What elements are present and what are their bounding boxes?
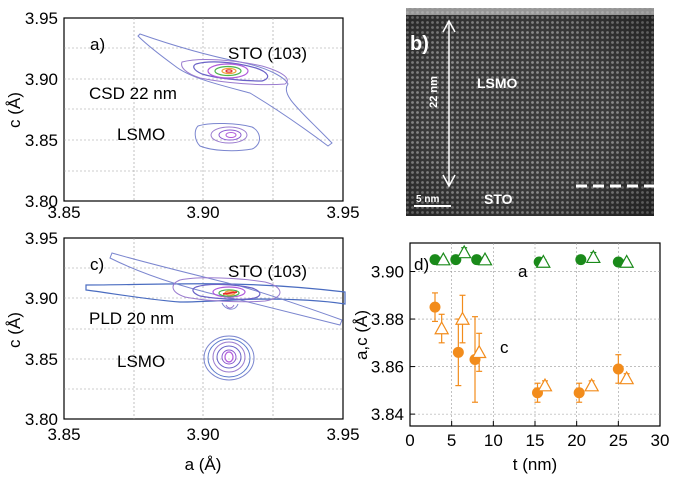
panel-a-xtick-0: 3.85 <box>47 203 80 222</box>
panel-a-lsmo-annotation: LSMO <box>117 125 165 144</box>
panel-c-sto-annotation: STO (103) <box>228 262 307 281</box>
panel-a-sto-contours <box>137 33 333 147</box>
panel-a-sto-annotation: STO (103) <box>228 44 307 63</box>
data-point-triangle <box>619 254 635 268</box>
data-point-circle <box>575 254 587 266</box>
panel-c-sto-contours <box>85 252 346 326</box>
panel-a-xtick-1: 3.90 <box>186 203 219 222</box>
data-point-circle <box>429 301 441 313</box>
thickness-label: 22 nm <box>428 76 440 108</box>
panel-c-ytick-2: 3.90 <box>25 289 58 308</box>
panel-a-label: a) <box>90 35 105 54</box>
panel-d-xtick-label: 0 <box>405 431 414 450</box>
data-point-circle <box>573 387 585 399</box>
panel-d-ytick-label: 3.84 <box>371 405 404 424</box>
panel-d-plot-area <box>409 242 661 427</box>
data-point-triangle <box>456 244 472 259</box>
panel-a-ytick-1: 3.85 <box>25 131 58 150</box>
data-point-triangle <box>619 370 635 385</box>
thickness-arrowhead-top <box>442 19 456 33</box>
panel-c: c) STO (103) PLD 20 nm LSMO 3.80 3.85 3.… <box>5 229 360 474</box>
panel-d-c-annotation: c <box>500 338 509 357</box>
tem-vignette <box>406 8 654 216</box>
substrate-label: STO <box>484 191 513 207</box>
panel-c-xlabel: a (Å) <box>185 455 222 474</box>
panel-a: a) STO (103) CSD 22 nm LSMO 3.80 3.85 3.… <box>5 9 360 222</box>
panel-d-xtick-label: 20 <box>567 431 586 450</box>
panel-a-ytick-0: 3.80 <box>25 192 58 211</box>
panel-d: 0 5 10 15 20 25 30 3.84 3.86 3.88 3.90 d) a c a,c … <box>352 242 670 474</box>
panel-d-tick-marks: 0 5 10 15 20 25 30 3.84 3.86 3.88 3.90 <box>371 263 670 450</box>
panel-d-xtick-label: 10 <box>484 431 503 450</box>
panel-d-ytick-label: 3.90 <box>371 263 404 282</box>
panel-d-xtick-label: 25 <box>609 431 628 450</box>
panel-c-sample-annotation: PLD 20 nm <box>89 309 174 328</box>
panel-c-label: c) <box>90 255 104 274</box>
panel-c-lsmo-annotation: LSMO <box>117 352 165 371</box>
panel-c-xtick-2: 3.95 <box>326 425 359 444</box>
panel-c-ylabel: c (Å) <box>5 312 24 348</box>
data-point-circle <box>452 346 464 358</box>
data-point-triangle <box>477 251 493 266</box>
panel-d-xtick-label: 15 <box>526 431 545 450</box>
data-point-circle <box>612 363 624 375</box>
panel-a-ylabel: c (Å) <box>5 92 24 128</box>
panel-d-ylabel: a,c (Å) <box>352 310 371 360</box>
panel-a-lsmo-contours <box>194 123 260 152</box>
panel-d-xlabel: t (nm) <box>513 455 557 474</box>
panel-c-xtick-1: 3.90 <box>186 425 219 444</box>
panel-b: b) 22 nm LSMO STO 5 nm <box>406 8 654 216</box>
data-point-triangle <box>535 254 551 268</box>
panel-d-xtick-label: 30 <box>651 431 670 450</box>
data-point-triangle <box>584 377 600 392</box>
data-point-triangle <box>454 311 471 325</box>
tem-top-edge <box>406 8 654 15</box>
panel-c-grid <box>64 238 343 419</box>
panel-d-a-annotation: a <box>518 262 528 281</box>
panel-c-lsmo-contours <box>203 335 255 381</box>
data-point-triangle <box>585 249 601 264</box>
panel-a-plot-area <box>63 17 344 202</box>
panel-b-label: b) <box>410 33 429 55</box>
film-label: LSMO <box>477 75 518 91</box>
panel-d-series <box>429 244 635 403</box>
panel-d-label: d) <box>414 255 429 274</box>
panel-c-xtick-0: 3.85 <box>47 425 80 444</box>
panel-d-ytick-label: 3.86 <box>371 358 404 377</box>
panel-c-ytick-3: 3.95 <box>25 229 58 248</box>
panel-a-sample-annotation: CSD 22 nm <box>89 84 177 103</box>
panel-a-ytick-3: 3.95 <box>25 9 58 28</box>
thickness-arrowhead-bottom <box>442 174 456 188</box>
data-point-triangle <box>435 251 451 266</box>
data-point-triangle <box>434 320 450 335</box>
scale-bar-label: 5 nm <box>416 194 439 205</box>
panel-a-ytick-2: 3.90 <box>25 70 58 89</box>
data-point-triangle <box>471 344 487 359</box>
panel-d-ytick-label: 3.88 <box>371 310 404 329</box>
panel-d-xtick-label: 5 <box>447 431 456 450</box>
panel-c-ytick-1: 3.85 <box>25 350 58 369</box>
panel-a-grid <box>64 18 343 201</box>
panel-a-xtick-2: 3.95 <box>326 203 359 222</box>
panel-c-ytick-0: 3.80 <box>25 410 58 429</box>
data-point-triangle <box>537 377 553 392</box>
